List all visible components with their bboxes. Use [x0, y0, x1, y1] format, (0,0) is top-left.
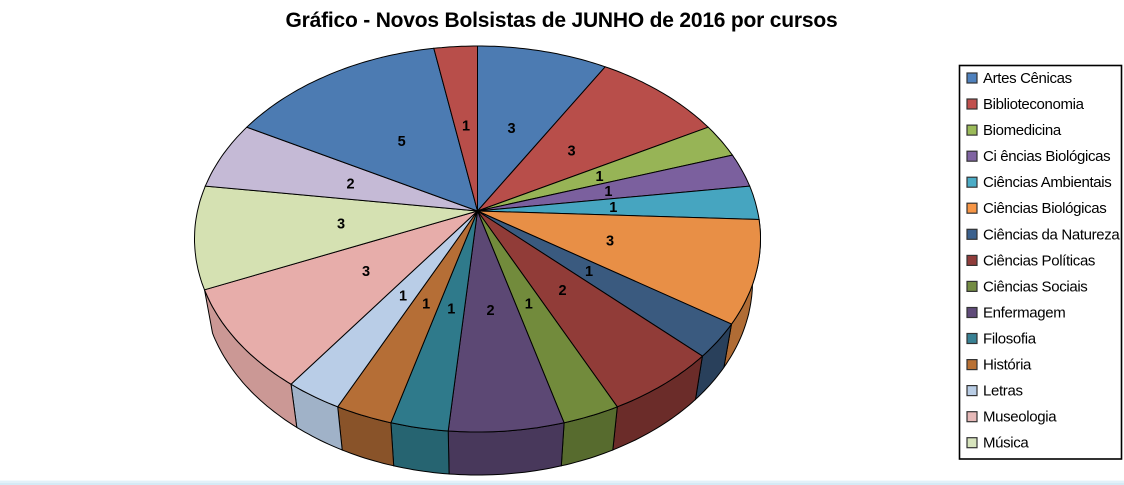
svg-text:1: 1: [462, 119, 470, 135]
svg-text:1: 1: [585, 264, 593, 280]
svg-text:Enfermagem: Enfermagem: [983, 305, 1065, 322]
svg-text:Ciências da Natureza: Ciências da Natureza: [983, 226, 1120, 243]
svg-text:Ciências Políticas: Ciências Políticas: [983, 252, 1095, 269]
svg-text:5: 5: [398, 134, 406, 150]
svg-text:3: 3: [507, 121, 515, 137]
svg-text:Ciências Sociais: Ciências Sociais: [983, 278, 1087, 295]
svg-text:3: 3: [337, 217, 345, 233]
svg-text:3: 3: [362, 264, 370, 280]
svg-text:1: 1: [595, 169, 603, 185]
svg-text:1: 1: [525, 297, 533, 313]
svg-text:História: História: [983, 357, 1032, 374]
svg-text:Artes Cênicas: Artes Cênicas: [983, 70, 1072, 87]
svg-text:3: 3: [567, 144, 575, 160]
svg-text:Filosofia: Filosofia: [983, 331, 1037, 348]
svg-text:2: 2: [558, 283, 566, 299]
svg-text:1: 1: [447, 302, 455, 318]
svg-text:Música: Música: [983, 435, 1029, 452]
svg-text:2: 2: [487, 303, 495, 319]
svg-text:1: 1: [422, 297, 430, 313]
svg-text:2: 2: [347, 176, 355, 192]
svg-text:Ci ências Biológicas: Ci ências Biológicas: [983, 148, 1110, 165]
svg-text:Museologia: Museologia: [983, 409, 1057, 426]
svg-text:1: 1: [604, 184, 612, 200]
svg-text:Ciências Biológicas: Ciências Biológicas: [983, 200, 1106, 217]
svg-text:Gráfico - Novos Bolsistas de J: Gráfico - Novos Bolsistas de JUNHO de 20…: [286, 9, 838, 32]
svg-text:Biomedicina: Biomedicina: [983, 122, 1062, 139]
svg-text:Ciências Ambientais: Ciências Ambientais: [983, 174, 1111, 191]
svg-text:1: 1: [399, 288, 407, 304]
svg-text:3: 3: [606, 233, 614, 249]
svg-text:Biblioteconomia: Biblioteconomia: [983, 96, 1085, 113]
svg-text:1: 1: [609, 200, 617, 216]
svg-text:Letras: Letras: [983, 383, 1023, 400]
